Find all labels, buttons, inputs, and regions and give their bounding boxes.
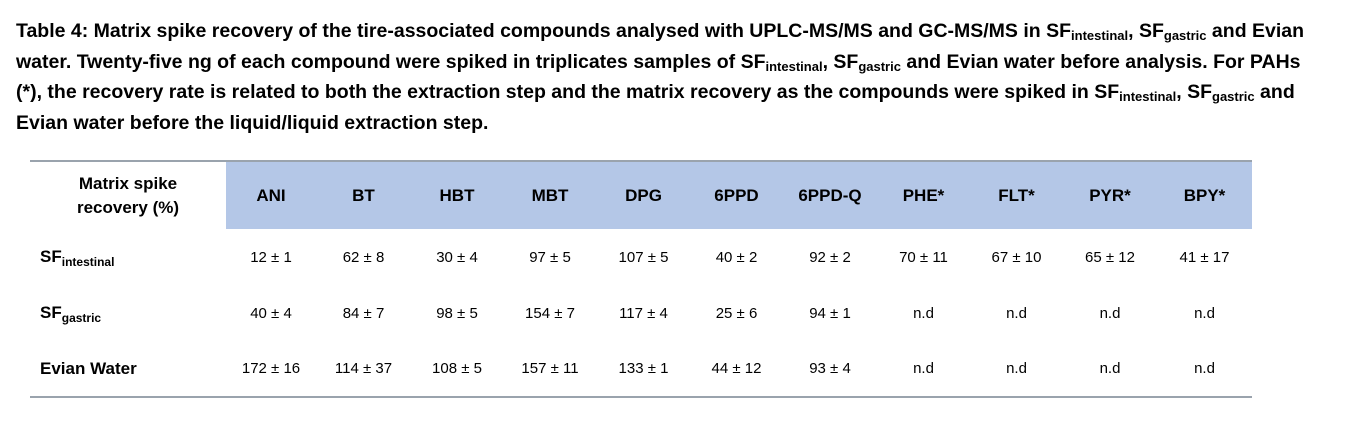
row-header: Evian Water (30, 341, 226, 398)
table-caption: Table 4: Matrix spike recovery of the ti… (16, 20, 1305, 134)
table-row: Evian Water 172 ± 16 114 ± 37 108 ± 5 15… (30, 341, 1252, 398)
table-cell: 157 ± 11 (503, 341, 597, 398)
table-cell: n.d (1157, 341, 1252, 398)
corner-header: Matrix spike recovery (%) (30, 160, 226, 229)
table-cell: 41 ± 17 (1179, 248, 1230, 266)
table-cell: n.d (877, 341, 970, 398)
row-header: SFgastric (40, 303, 102, 325)
table-cell: 107 ± 5 (618, 248, 669, 266)
column-header: PHE* (877, 160, 970, 229)
table-cell: 133 ± 1 (597, 341, 690, 398)
table-cell: 114 ± 37 (316, 341, 411, 398)
table-cell: 93 ± 4 (783, 341, 877, 398)
header-row: Matrix spike recovery (%) ANI BT HBT MBT … (30, 160, 1252, 229)
table-cell: 70 ± 11 (899, 248, 948, 266)
column-header: 6PPD (690, 160, 783, 229)
column-header: 6PPD-Q (783, 160, 877, 229)
column-header: MBT (503, 160, 597, 229)
table-cell: n.d (913, 304, 934, 322)
table-cell: 40 ± 2 (715, 248, 758, 266)
table-cell: 62 ± 8 (342, 248, 385, 266)
table-cell: 172 ± 16 (226, 341, 316, 398)
table-cell: 12 ± 1 (250, 248, 292, 266)
column-header: BPY* (1157, 160, 1252, 229)
table-cell: n.d (970, 341, 1063, 398)
table-cell: 40 ± 4 (250, 304, 292, 322)
table-cell: 67 ± 10 (991, 248, 1042, 266)
table-cell: 65 ± 12 (1085, 248, 1135, 266)
table-cell: 44 ± 12 (690, 341, 783, 398)
table-row: SFintestinal 12 ± 1 62 ± 8 30 ± 4 97 ± 5… (30, 229, 1252, 285)
table-cell: n.d (1099, 304, 1121, 322)
table-cell: 98 ± 5 (436, 304, 478, 322)
table-cell: 154 ± 7 (525, 304, 575, 322)
table-row: SFgastric 40 ± 4 84 ± 7 98 ± 5 154 ± 7 1… (30, 285, 1252, 341)
table-cell: 94 ± 1 (809, 304, 851, 322)
column-header: FLT* (970, 160, 1063, 229)
column-header: HBT (411, 160, 503, 229)
table-cell: 108 ± 5 (411, 341, 503, 398)
table-cell: n.d (1194, 304, 1215, 322)
table-cell: 84 ± 7 (342, 304, 385, 322)
table-cell: 30 ± 4 (436, 248, 478, 266)
table-cell: n.d (1063, 341, 1157, 398)
column-header: BT (316, 160, 411, 229)
column-header: PYR* (1063, 160, 1157, 229)
table-cell: n.d (1006, 304, 1027, 322)
table-cell: 117 ± 4 (619, 304, 668, 322)
column-header: ANI (226, 160, 316, 229)
row-header: SFintestinal (40, 247, 115, 269)
table-cell: 25 ± 6 (715, 304, 758, 322)
column-header: DPG (597, 160, 690, 229)
table-cell: 92 ± 2 (809, 248, 851, 266)
table-cell: 97 ± 5 (529, 248, 571, 266)
recovery-table: Matrix spike recovery (%) ANI BT HBT MBT … (30, 160, 1252, 398)
